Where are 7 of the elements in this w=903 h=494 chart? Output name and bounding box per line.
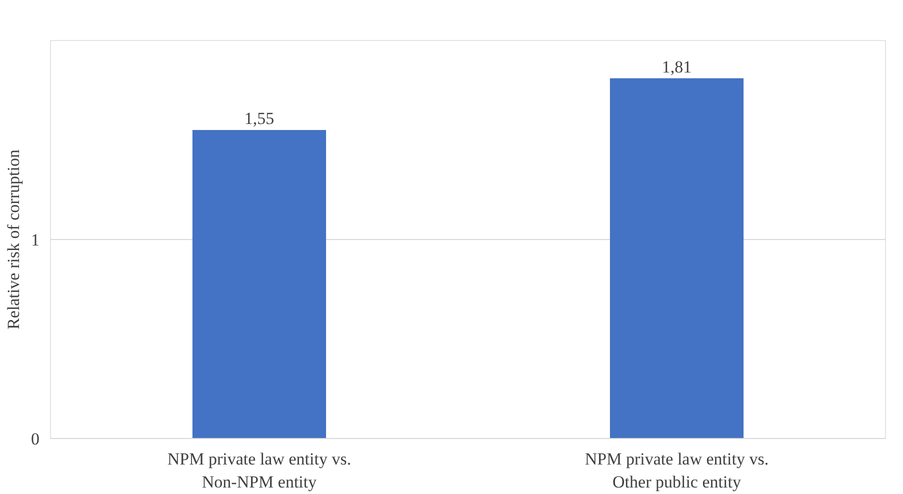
x-tick-label: NPM private law entity vs. Non-NPM entity bbox=[167, 450, 352, 492]
y-axis-title: Relative risk of corruption bbox=[4, 149, 23, 330]
data-label: 1,81 bbox=[662, 57, 692, 76]
x-tick-label: NPM private law entity vs. Other public entity bbox=[584, 450, 769, 492]
y-tick-label: 0 bbox=[31, 430, 40, 448]
data-label: 1,55 bbox=[244, 109, 274, 128]
y-tick-label: 1 bbox=[31, 230, 40, 250]
